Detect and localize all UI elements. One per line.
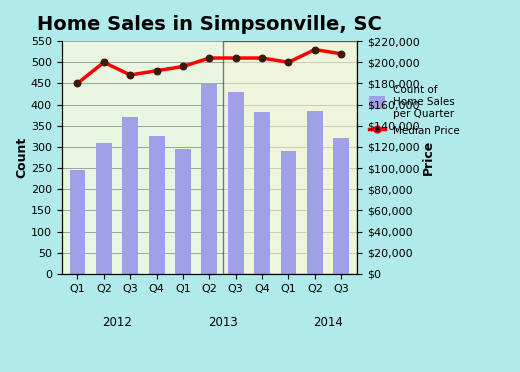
Y-axis label: Price: Price [422, 140, 435, 175]
Bar [281, 151, 296, 274]
Bar [254, 112, 270, 274]
Bar [201, 83, 217, 274]
Bar [175, 149, 191, 274]
Point [284, 59, 293, 65]
Point [258, 55, 266, 61]
Bar [96, 143, 112, 274]
Text: 2013: 2013 [207, 316, 238, 329]
Text: 2012: 2012 [102, 316, 132, 329]
Bar [149, 136, 164, 274]
Legend: Count of
Home Sales
per Quarter, Median Price: Count of Home Sales per Quarter, Median … [365, 81, 464, 141]
Title: Home Sales in Simpsonville, SC: Home Sales in Simpsonville, SC [37, 15, 382, 34]
Point [126, 72, 134, 78]
Point [311, 46, 319, 52]
Bar [307, 111, 323, 274]
Point [231, 55, 240, 61]
Point [205, 55, 214, 61]
Y-axis label: Count: Count [15, 137, 28, 178]
Point [73, 80, 82, 86]
Point [179, 64, 187, 70]
Bar [333, 138, 349, 274]
Point [100, 59, 108, 65]
FancyBboxPatch shape [223, 41, 357, 274]
Bar [70, 170, 85, 274]
Bar [228, 92, 244, 274]
Text: 2014: 2014 [313, 316, 343, 329]
Bar [122, 117, 138, 274]
Point [152, 68, 161, 74]
Point [337, 51, 345, 57]
